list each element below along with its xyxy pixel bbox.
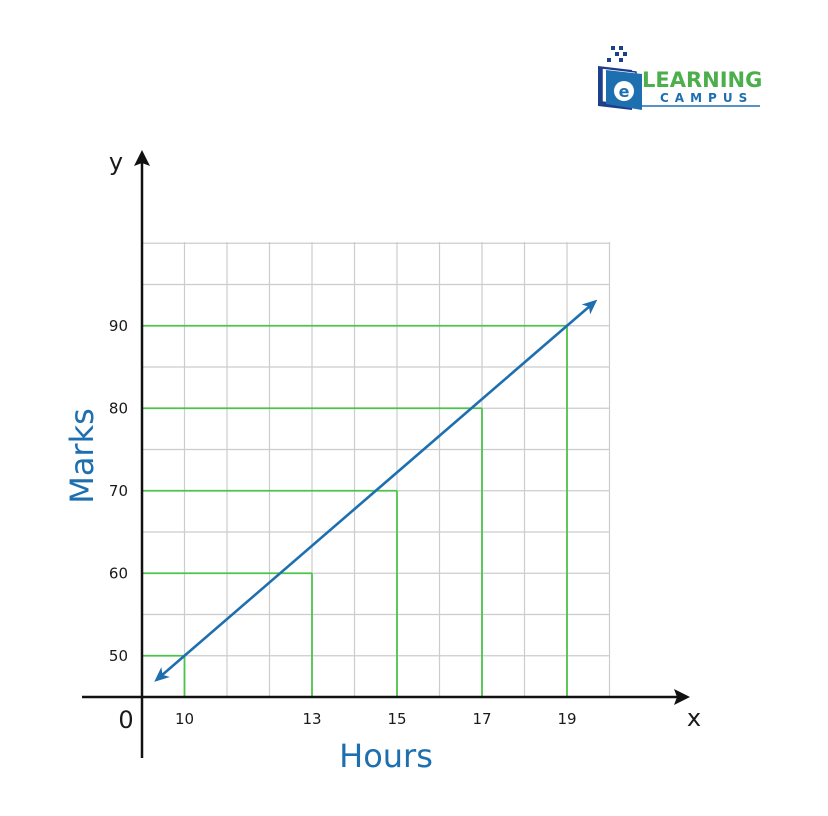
y-tick-labels: 50 60 70 80 90 [109,317,128,665]
series-arrowhead-start [154,667,170,682]
logo-subtitle: CAMPUS [660,91,753,105]
series-line [154,299,598,682]
axes [82,150,690,758]
y-tick-label: 70 [109,482,128,500]
y-axis-arrowhead [134,150,150,166]
y-tick-label: 60 [109,564,128,582]
y-axis-title: Marks [63,408,101,504]
x-axis-arrowhead [674,689,690,705]
grid [142,242,611,697]
y-tick-label: 80 [109,399,128,417]
origin-label: 0 [118,706,133,734]
series-arrowhead-end [581,299,598,315]
y-axis-letter: y [109,148,123,176]
x-tick-label: 15 [387,710,406,728]
y-tick-label: 90 [109,317,128,335]
series-line-segment [159,303,593,678]
x-axis-title: Hours [339,737,433,775]
logo-title: LEARNING [642,68,762,92]
open-book-logo-icon [598,46,642,110]
x-tick-labels: 10 13 15 17 19 [175,710,577,728]
guide-lines [142,324,568,697]
x-tick-label: 10 [175,710,194,728]
x-axis-letter: x [687,704,701,732]
y-tick-label: 50 [109,647,128,665]
logo-letter: e [619,82,630,101]
x-tick-label: 13 [302,710,321,728]
x-tick-label: 19 [557,710,576,728]
e-learning-campus-logo: e LEARNING CAMPUS [598,46,762,110]
x-tick-label: 17 [472,710,491,728]
